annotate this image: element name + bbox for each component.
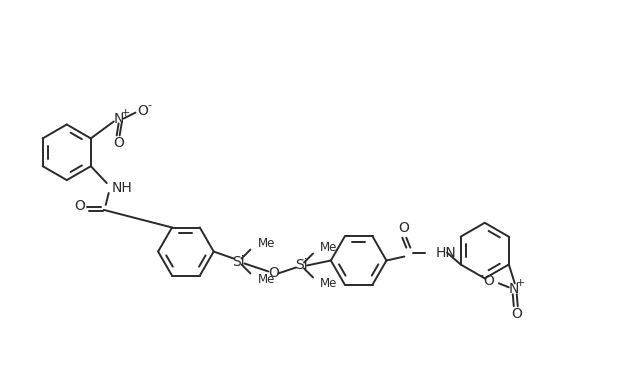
Text: O: O: [483, 274, 495, 288]
Text: +: +: [516, 278, 525, 288]
Text: Me: Me: [257, 273, 275, 286]
Text: Me: Me: [320, 241, 337, 254]
Text: N: N: [113, 112, 124, 125]
Text: Me: Me: [320, 277, 337, 290]
Text: O: O: [511, 307, 522, 321]
Text: -: -: [479, 271, 483, 280]
Text: O: O: [268, 266, 278, 280]
Text: HN: HN: [436, 245, 457, 259]
Text: O: O: [113, 136, 124, 151]
Text: O: O: [75, 199, 85, 213]
Text: O: O: [398, 221, 409, 235]
Text: O: O: [137, 103, 148, 118]
Text: Me: Me: [257, 237, 275, 250]
Text: NH: NH: [112, 181, 133, 195]
Text: -: -: [148, 100, 151, 110]
Text: Si: Si: [232, 254, 245, 269]
Text: +: +: [121, 108, 130, 118]
Text: N: N: [508, 282, 519, 296]
Text: Si: Si: [295, 259, 307, 273]
